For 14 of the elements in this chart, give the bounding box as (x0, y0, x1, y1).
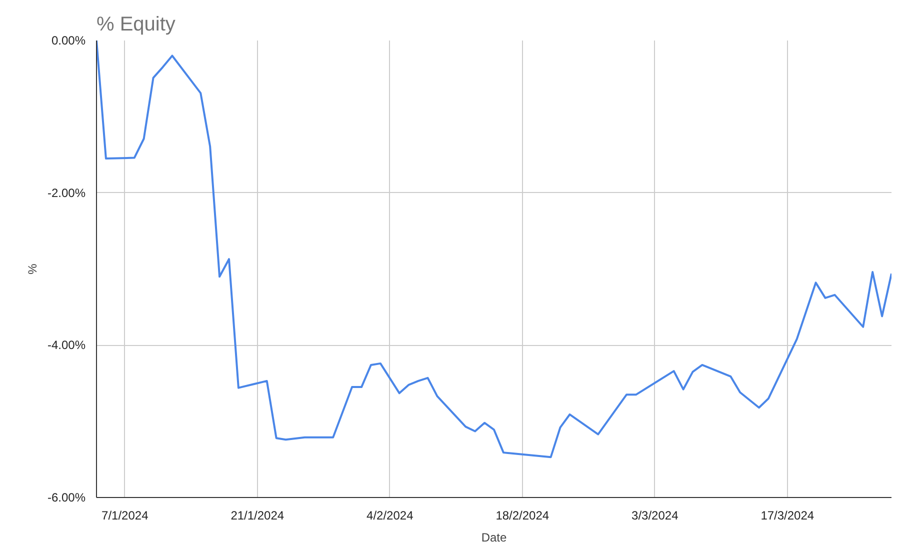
x-tick-label: 7/1/2024 (102, 508, 149, 522)
y-tick-label: -4.00% (47, 338, 86, 352)
x-tick-label: 18/2/2024 (496, 508, 550, 522)
chart-title: % Equity (96, 14, 176, 36)
x-tick-label: 3/3/2024 (632, 508, 679, 522)
x-tick-label: 21/1/2024 (230, 508, 284, 522)
x-tick-label: 4/2/2024 (366, 508, 414, 522)
y-tick-label: -6.00% (47, 490, 86, 504)
x-tick-label: 17/3/2024 (760, 508, 814, 522)
y-tick-label: -2.00% (47, 186, 86, 200)
x-axis-title: Date (481, 530, 507, 544)
y-tick-label: 0.00% (51, 34, 86, 48)
y-axis-title: % (25, 263, 40, 274)
line-series (96, 40, 892, 458)
